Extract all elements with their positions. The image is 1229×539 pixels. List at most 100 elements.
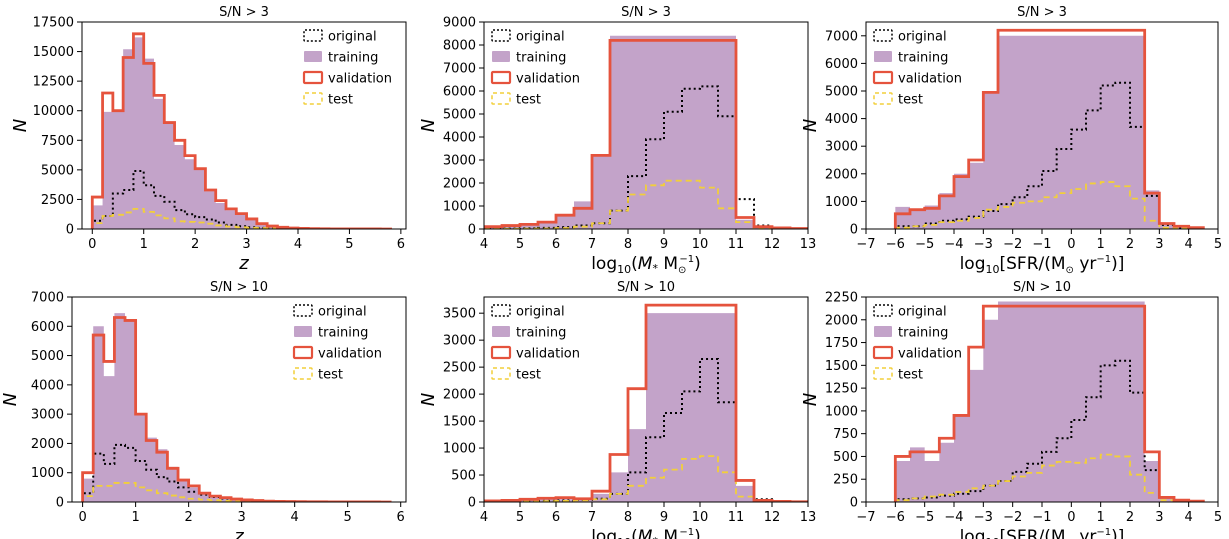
- x-tick-label: 11: [728, 510, 745, 525]
- x-tick-label: 1: [1097, 237, 1105, 252]
- y-tick-label: 3500: [443, 307, 476, 322]
- y-tick-label: 7000: [31, 291, 64, 306]
- legend-label-training: training: [516, 326, 566, 341]
- y-tick-label: 2000: [825, 167, 858, 182]
- x-tick-label: 4: [480, 510, 488, 525]
- y-tick-label: 5000: [31, 349, 64, 364]
- x-axis-label: z: [233, 526, 244, 539]
- y-tick-label: 1750: [825, 336, 858, 351]
- legend-label-test: test: [898, 93, 923, 108]
- x-tick-label: 5: [516, 510, 524, 525]
- legend-swatch-validation: [872, 345, 894, 360]
- x-tick-label: 3: [238, 510, 246, 525]
- x-tick-label: 10: [692, 237, 709, 252]
- x-tick-label: −4: [944, 510, 963, 525]
- y-tick-label: 4000: [443, 131, 476, 146]
- series-validation: [893, 304, 1205, 502]
- x-tick-label: −1: [1032, 510, 1051, 525]
- legend-label-validation: validation: [328, 72, 392, 87]
- x-tick-label: 11: [728, 237, 745, 252]
- y-tick-label: 7000: [825, 29, 858, 44]
- legend-label-validation: validation: [318, 347, 382, 362]
- legend-label-validation: validation: [898, 347, 962, 362]
- x-tick-label: 5: [516, 237, 524, 252]
- x-tick-label: 5: [345, 237, 353, 252]
- x-tick-label: −4: [944, 237, 963, 252]
- x-tick-label: −2: [1003, 237, 1022, 252]
- y-tick-label: 6000: [31, 320, 64, 335]
- y-tick-label: 0: [850, 496, 858, 511]
- x-tick-label: −2: [1003, 510, 1022, 525]
- y-tick-label: 2250: [825, 291, 858, 306]
- legend-swatch-training: [492, 326, 510, 337]
- legend-swatch-validation: [490, 345, 512, 360]
- x-tick-label: −1: [1032, 237, 1051, 252]
- x-tick-label: 2: [1126, 510, 1134, 525]
- y-tick-label: 1000: [825, 404, 858, 419]
- legend-label-validation: validation: [516, 72, 580, 87]
- series-training: [82, 313, 391, 502]
- y-tick-label: 1250: [825, 382, 858, 397]
- legend-swatch-test: [491, 92, 511, 105]
- legend-label-original: original: [318, 305, 367, 320]
- legend-label-test: test: [516, 93, 541, 108]
- x-tick-label: −6: [886, 510, 905, 525]
- plot-frame: [483, 296, 809, 503]
- x-axis-label: log10(M* M⊙−1): [591, 254, 701, 276]
- y-tick-label: 250: [833, 473, 858, 488]
- y-axis-label: N: [800, 393, 821, 406]
- legend-swatch-original: [491, 304, 511, 317]
- legend-swatch-validation: [872, 70, 894, 85]
- y-tick-label: 0: [66, 223, 74, 238]
- series-training: [895, 301, 1204, 502]
- y-tick-label: 5000: [443, 108, 476, 123]
- legend-swatch-validation: [490, 70, 512, 85]
- y-axis-label: N: [10, 119, 31, 132]
- legend-swatch-original: [303, 29, 323, 42]
- series-training: [484, 35, 808, 229]
- x-tick-label: 2: [191, 237, 199, 252]
- y-tick-label: 0: [850, 223, 858, 238]
- legend-label-original: original: [516, 305, 565, 320]
- series-original: [894, 81, 1205, 229]
- x-tick-label: 4: [291, 510, 299, 525]
- chart-title: S/N > 3: [621, 5, 671, 20]
- x-tick-label: 8: [624, 237, 632, 252]
- chart-panel: 0 1 2 3 4 5 6 0 1000 2000 3000 4000 5000 6000 7000 S/N …: [0, 280, 407, 539]
- x-tick-label: 0: [88, 237, 96, 252]
- chart-panel: 4 5 6 7 8 9 10 11 12 13 0 1000 2000 3000 4000 5000 6000 7…: [418, 5, 816, 276]
- legend-swatch-training: [492, 51, 510, 62]
- y-axis-label: N: [800, 119, 821, 132]
- y-tick-label: 5000: [41, 163, 74, 178]
- legend-swatch-training: [874, 51, 892, 62]
- y-tick-label: 2000: [443, 177, 476, 192]
- legend-swatch-original: [873, 29, 893, 42]
- series-test: [894, 453, 1205, 502]
- x-tick-label: 1: [140, 237, 148, 252]
- y-tick-label: 0: [56, 496, 64, 511]
- series-training: [484, 313, 808, 502]
- x-tick-label: −5: [915, 510, 934, 525]
- chart-panel: 4 5 6 7 8 9 10 11 12 13 0 500 1000 1500 2000 2500 3000 35…: [418, 280, 816, 539]
- y-tick-label: 1000: [443, 200, 476, 215]
- y-tick-label: 0: [468, 496, 476, 511]
- y-tick-label: 2000: [31, 437, 64, 452]
- legend-swatch-test: [293, 367, 313, 380]
- x-tick-label: 9: [660, 510, 668, 525]
- series-test: [894, 181, 1205, 229]
- legend-label-validation: validation: [898, 72, 962, 87]
- legend-label-test: test: [898, 368, 923, 383]
- y-tick-label: 2500: [41, 193, 74, 208]
- y-tick-label: 1000: [443, 442, 476, 457]
- chart-panel: −7 −6 −5 −4 −3 −2 −1 0 1 2 3 4 5 0 1000 2000 3000 4000 500…: [800, 5, 1222, 276]
- x-axis-label: log10[SFR/(M⊙ yr−1)]: [960, 527, 1125, 539]
- legend-swatch-validation: [302, 70, 324, 85]
- plot-frame: [483, 21, 809, 230]
- chart-title: S/N > 10: [617, 280, 675, 295]
- legend-label-original: original: [898, 305, 947, 320]
- y-tick-label: 1500: [443, 415, 476, 430]
- y-tick-label: 500: [451, 469, 476, 484]
- series-validation: [484, 303, 808, 502]
- x-tick-label: −5: [915, 237, 934, 252]
- legend-swatch-test: [303, 92, 323, 105]
